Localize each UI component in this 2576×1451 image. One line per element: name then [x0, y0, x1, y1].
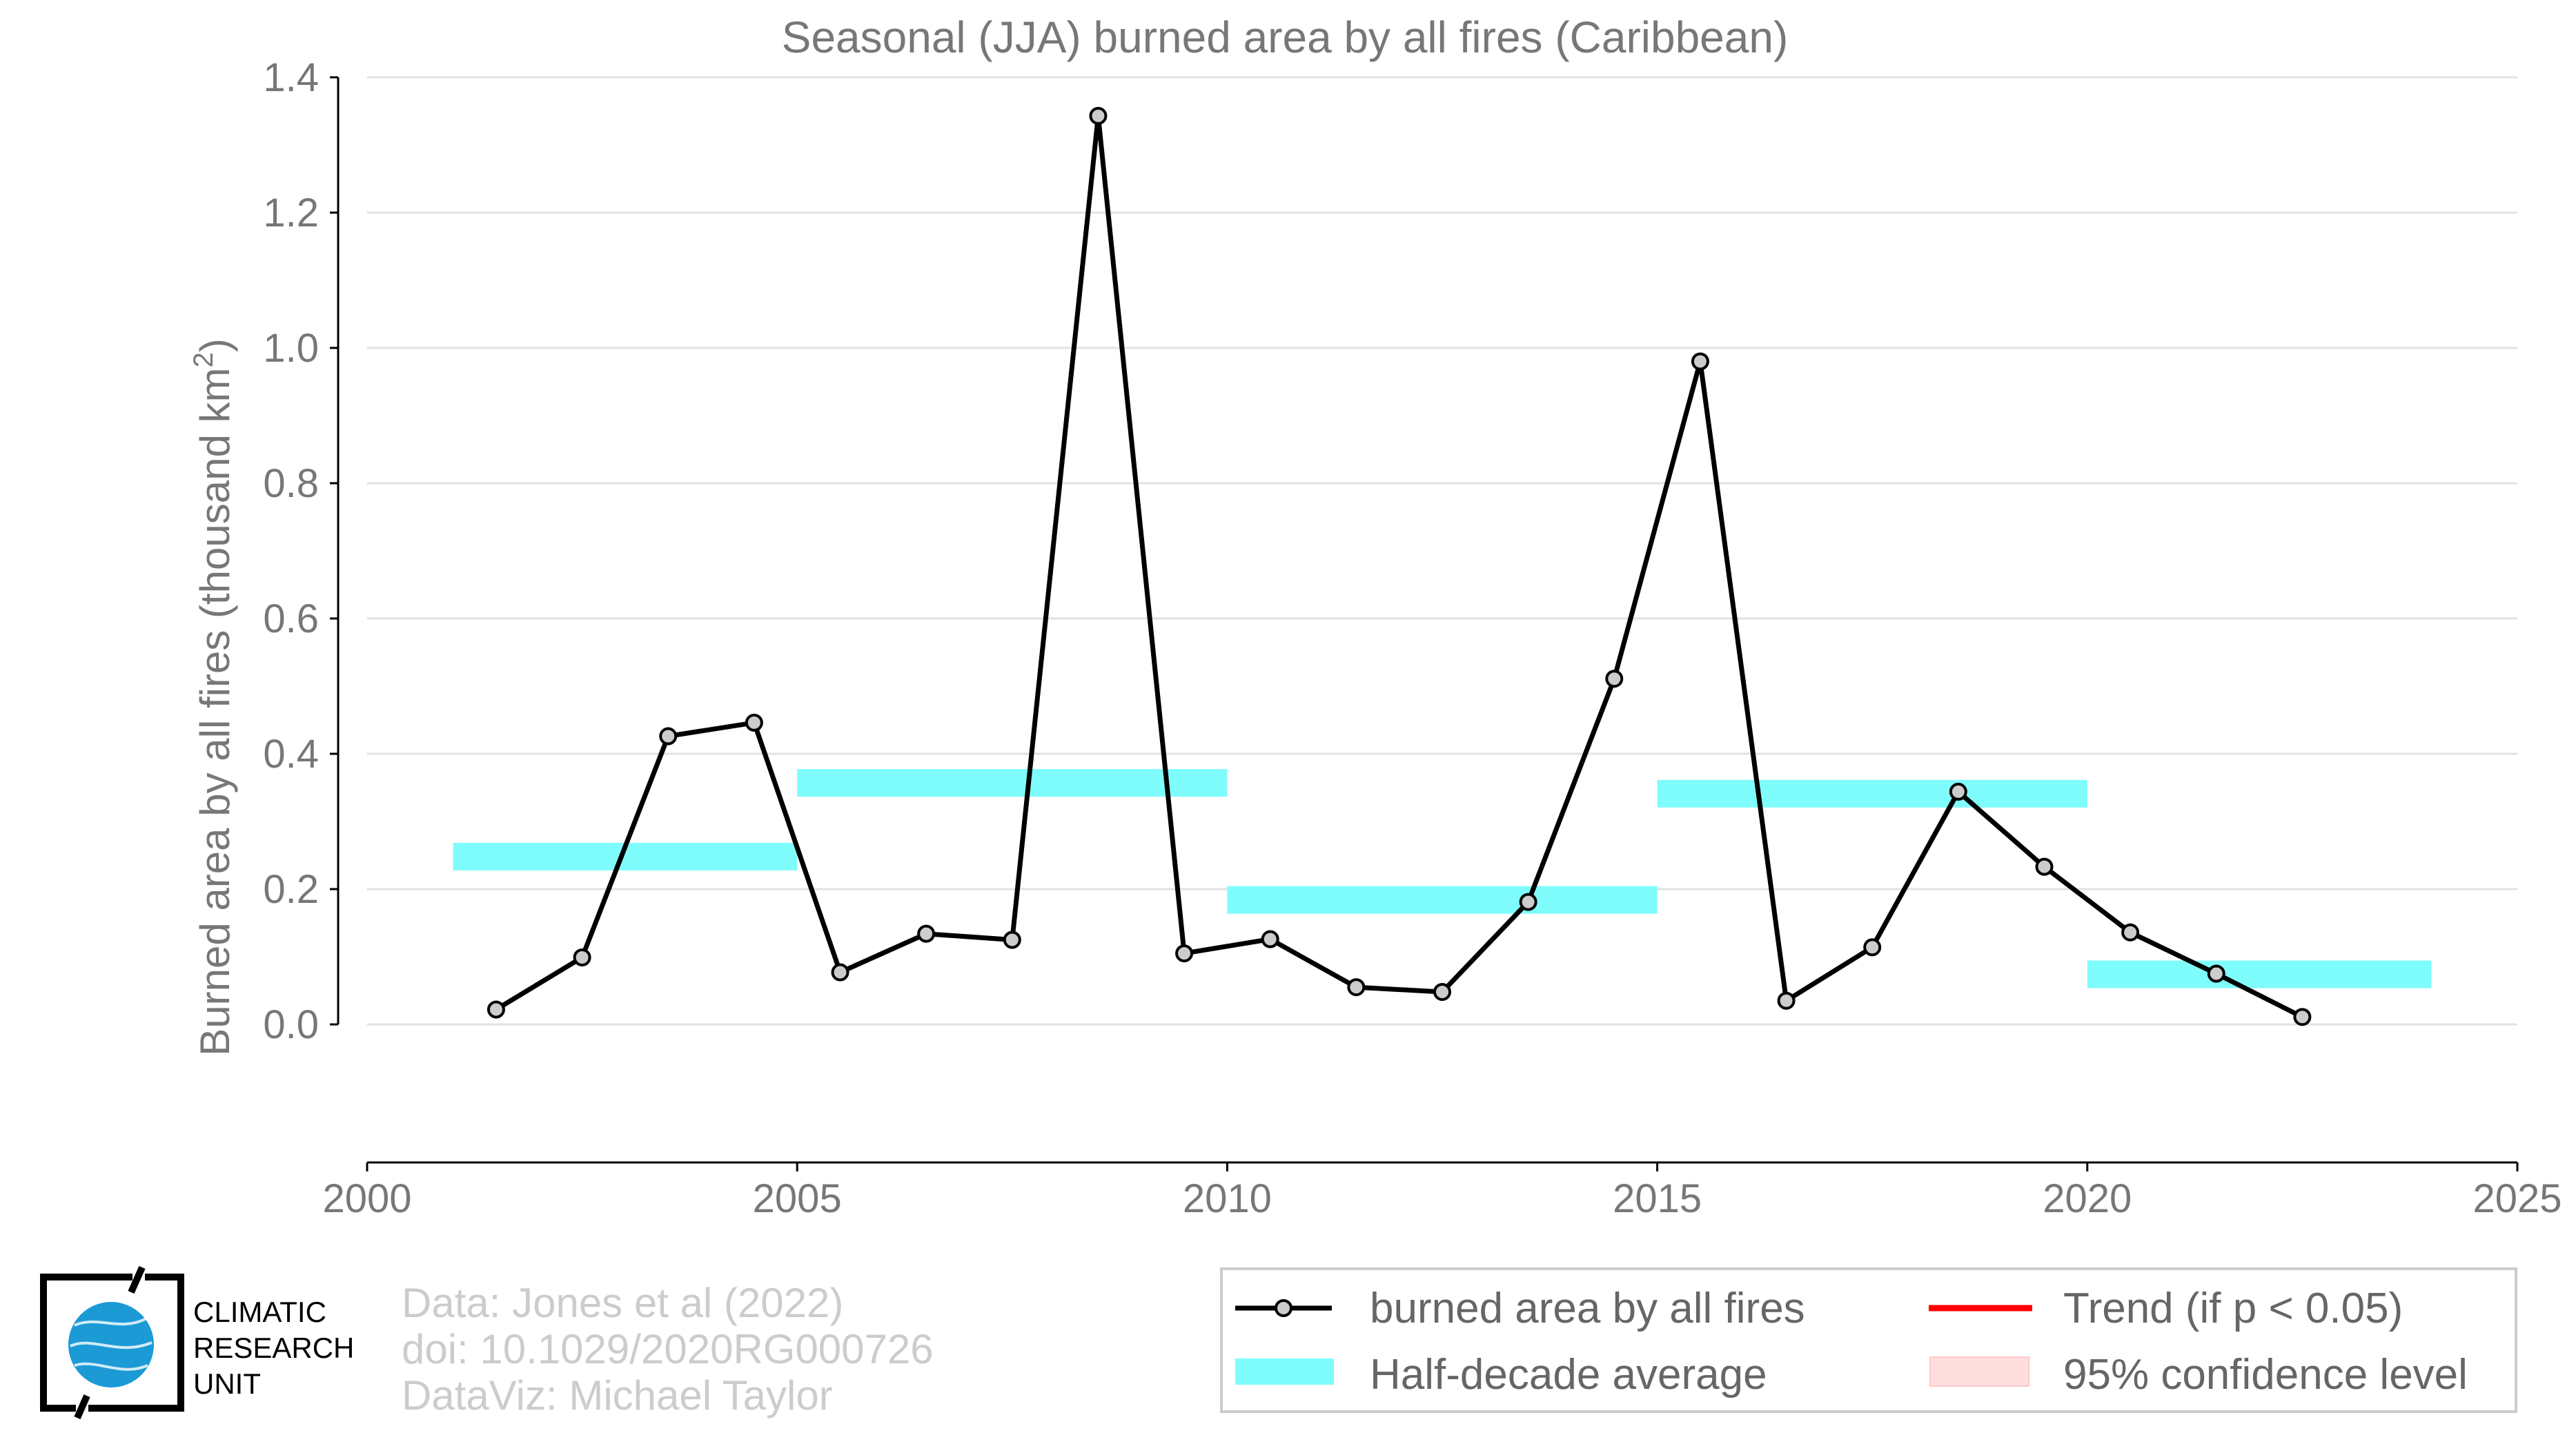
legend-ci-label: 95% confidence level	[2063, 1351, 2468, 1399]
x-tick-label: 2000	[322, 1176, 411, 1221]
x-tick-label: 2005	[753, 1176, 842, 1221]
data-point	[1089, 106, 1108, 125]
y-tick-label: 1.2	[263, 191, 319, 235]
x-tick-label: 2010	[1183, 1176, 1272, 1221]
data-point	[2121, 923, 2140, 942]
y-tick-label: 0.2	[263, 867, 319, 912]
data-point	[917, 924, 936, 943]
series-burned-area	[486, 106, 2312, 1026]
data-point	[745, 713, 763, 732]
data-point	[1605, 670, 1624, 688]
logo-bracket-left	[40, 1274, 132, 1412]
half-decade-bar	[1227, 886, 1658, 914]
grid-lines	[367, 76, 2517, 1026]
data-point	[1777, 991, 1796, 1010]
half-decade-bar	[797, 769, 1228, 797]
data-point	[1691, 352, 1709, 371]
logo-bracket-right	[88, 1274, 184, 1412]
y-tick-label: 0.8	[263, 461, 319, 506]
x-tick-label: 2015	[1613, 1176, 1702, 1221]
legend-series-label: burned area by all fires	[1370, 1285, 1805, 1332]
legend-halfdecade-swatch	[1235, 1359, 1334, 1385]
data-point	[1519, 893, 1537, 911]
data-point	[486, 1000, 505, 1019]
y-tick-label: 0.0	[263, 1002, 319, 1047]
legend-halfdecade-label: Half-decade average	[1370, 1351, 1767, 1399]
data-point	[1175, 944, 1194, 963]
data-point	[2035, 857, 2054, 876]
logo-line1: CLIMATIC	[193, 1296, 326, 1328]
credits: Data: Jones et al (2022) doi: 10.1029/20…	[402, 1280, 934, 1419]
data-point	[1003, 931, 1021, 949]
data-point	[573, 948, 591, 966]
legend-frame	[1220, 1267, 2517, 1413]
data-point	[659, 727, 678, 746]
legend: burned area by all fires Trend (if p < 0…	[1220, 1267, 2517, 1413]
series-line	[495, 113, 2303, 1020]
legend-trend-label: Trend (if p < 0.05)	[2063, 1285, 2403, 1332]
y-axis: 0.0 0.2 0.4 0.6 0.8 1.0 1.2 1.4	[263, 55, 340, 1047]
logo-line3: UNIT	[193, 1367, 261, 1400]
y-tick-label: 0.6	[263, 596, 319, 641]
credit-data: Data: Jones et al (2022)	[402, 1280, 843, 1326]
data-point	[1863, 938, 1882, 957]
chart-title: Seasonal (JJA) burned area by all fires …	[782, 12, 1789, 62]
half-decade-bars	[453, 769, 2432, 989]
logo-slash	[74, 1265, 146, 1420]
x-tick-label: 2025	[2472, 1176, 2562, 1221]
x-axis: 2000 2005 2010 2015 2020 2025	[322, 1161, 2562, 1221]
y-tick-label: 1.0	[263, 326, 319, 371]
data-point	[2207, 964, 2225, 983]
credit-doi: doi: 10.1029/2020RG000726	[402, 1326, 934, 1372]
data-point	[1433, 982, 1451, 1001]
half-decade-bar	[2087, 960, 2432, 989]
credit-dataviz: DataViz: Michael Taylor	[402, 1372, 833, 1419]
x-tick-label: 2020	[2043, 1176, 2132, 1221]
half-decade-bar	[1657, 779, 2087, 808]
legend-series-marker	[1275, 1299, 1292, 1317]
data-point	[1347, 978, 1366, 997]
y-tick-label: 1.4	[263, 55, 319, 100]
logo-line2: RESEARCH	[193, 1332, 354, 1364]
cru-logo: CLIMATIC RESEARCH UNIT	[40, 1265, 354, 1420]
data-point	[831, 963, 849, 982]
y-axis-label: Burned area by all fires (thousand km2)	[188, 338, 238, 1055]
data-point	[2293, 1008, 2312, 1026]
y-tick-label: 0.4	[263, 732, 319, 777]
logo-globe-lines	[70, 1317, 153, 1371]
data-point	[1949, 782, 1967, 801]
legend-ci-swatch	[1929, 1356, 2029, 1387]
data-point	[1261, 930, 1279, 948]
